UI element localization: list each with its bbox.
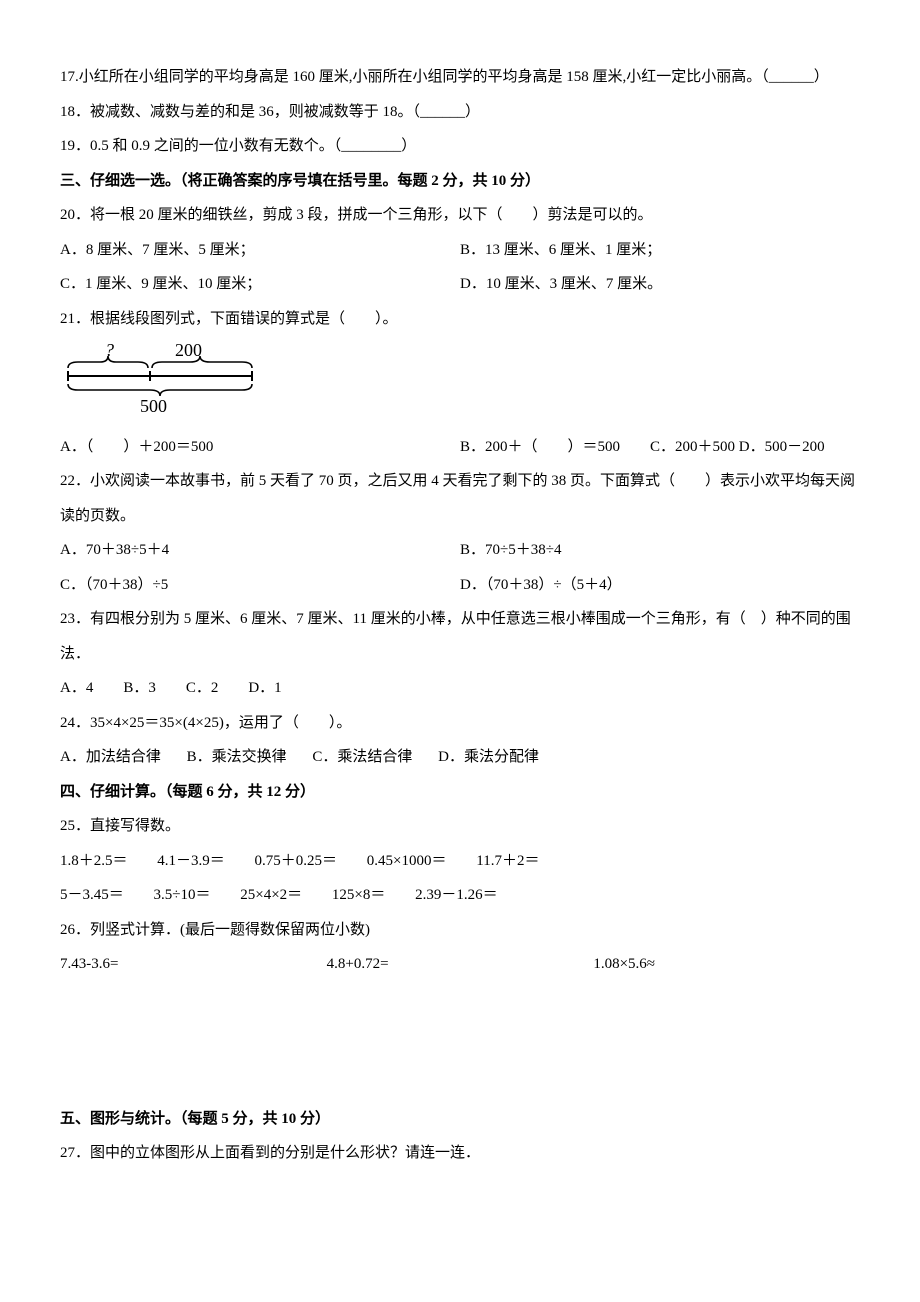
diagram-label-200: 200 bbox=[175, 342, 202, 360]
q26-b: 4.8+0.72= bbox=[327, 947, 594, 982]
q26-c: 1.08×5.6≈ bbox=[593, 947, 860, 982]
question-22-options: A．70＋38÷5＋4 B．70÷5＋38÷4 C．（70＋38）÷5 D．（7… bbox=[60, 533, 860, 602]
q25-r1-e: 11.7＋2＝ bbox=[476, 844, 539, 879]
section-5-heading: 五、图形与统计。（每题 5 分，共 10 分） bbox=[60, 1102, 860, 1137]
q25-r1-a: 1.8＋2.5＝ bbox=[60, 844, 128, 879]
q20-option-c: C．1 厘米、9 厘米、10 厘米； bbox=[60, 267, 460, 302]
q26-items: 7.43-3.6= 4.8+0.72= 1.08×5.6≈ bbox=[60, 947, 860, 982]
q22-option-b: B．70÷5＋38÷4 bbox=[460, 533, 860, 568]
section-4-heading: 四、仔细计算。（每题 6 分，共 12 分） bbox=[60, 775, 860, 810]
question-24-stem: 24．35×4×25＝35×(4×25)，运用了（ ）。 bbox=[60, 706, 860, 741]
q25-r2-e: 2.39－1.26＝ bbox=[415, 878, 498, 913]
q25-r1-b: 4.1－3.9＝ bbox=[157, 844, 225, 879]
diagram-label-500: 500 bbox=[140, 396, 167, 412]
question-17: 17.小红所在小组同学的平均身高是 160 厘米,小丽所在小组同学的平均身高是 … bbox=[60, 60, 860, 95]
question-27: 27．图中的立体图形从上面看到的分别是什么形状？请连一连． bbox=[60, 1136, 860, 1171]
q26-a: 7.43-3.6= bbox=[60, 947, 327, 982]
q25-r2-b: 3.5÷10＝ bbox=[154, 878, 211, 913]
question-20-stem: 20．将一根 20 厘米的细铁丝，剪成 3 段，拼成一个三角形，以下（ ）剪法是… bbox=[60, 198, 860, 233]
q20-option-d: D．10 厘米、3 厘米、7 厘米。 bbox=[460, 267, 860, 302]
question-26-stem: 26．列竖式计算．(最后一题得数保留两位小数) bbox=[60, 913, 860, 948]
question-24-options: A．加法结合律 B．乘法交换律 C．乘法结合律 D．乘法分配律 bbox=[60, 740, 860, 775]
q21-option-a: A．（ ）＋200＝500 bbox=[60, 430, 460, 465]
question-19: 19．0.5 和 0.9 之间的一位小数有无数个。（________） bbox=[60, 129, 860, 164]
workspace-gap bbox=[60, 982, 860, 1102]
q21-line-diagram: ? 200 500 bbox=[60, 342, 260, 426]
question-21-stem: 21．根据线段图列式，下面错误的算式是（ ）。 bbox=[60, 302, 860, 337]
q22-option-c: C．（70＋38）÷5 bbox=[60, 568, 460, 603]
question-23-stem: 23．有四根分别为 5 厘米、6 厘米、7 厘米、11 厘米的小棒，从中任意选三… bbox=[60, 602, 860, 671]
q22-option-d: D．（70＋38）÷（5＋4） bbox=[460, 568, 860, 603]
q25-row-2: 5－3.45＝ 3.5÷10＝ 25×4×2＝ 125×8＝ 2.39－1.26… bbox=[60, 878, 860, 913]
q24-option-a: A．加法结合律 bbox=[60, 740, 161, 775]
q25-r2-c: 25×4×2＝ bbox=[240, 878, 302, 913]
question-21-options: A．（ ）＋200＝500 B．200＋（ ）＝500 C．200＋500 D．… bbox=[60, 430, 860, 465]
question-20-options: A．8 厘米、7 厘米、5 厘米； B．13 厘米、6 厘米、1 厘米； C．1… bbox=[60, 233, 860, 302]
diagram-label-question: ? bbox=[105, 342, 114, 360]
q21-options-rest: B．200＋（ ）＝500 C．200＋500 D．500－200 bbox=[460, 430, 860, 465]
q24-option-d: D．乘法分配律 bbox=[438, 740, 539, 775]
q20-option-b: B．13 厘米、6 厘米、1 厘米； bbox=[460, 233, 860, 268]
q25-r2-a: 5－3.45＝ bbox=[60, 878, 124, 913]
q25-row-1: 1.8＋2.5＝ 4.1－3.9＝ 0.75＋0.25＝ 0.45×1000＝ … bbox=[60, 844, 860, 879]
q24-option-b: B．乘法交换律 bbox=[187, 740, 287, 775]
question-23-options: A．4 B．3 C．2 D．1 bbox=[60, 671, 860, 706]
q22-option-a: A．70＋38÷5＋4 bbox=[60, 533, 460, 568]
q24-option-c: C．乘法结合律 bbox=[312, 740, 412, 775]
question-18: 18．被减数、减数与差的和是 36，则被减数等于 18。（______） bbox=[60, 95, 860, 130]
q20-option-a: A．8 厘米、7 厘米、5 厘米； bbox=[60, 233, 460, 268]
q25-r1-d: 0.45×1000＝ bbox=[367, 844, 447, 879]
q25-r1-c: 0.75＋0.25＝ bbox=[255, 844, 338, 879]
section-3-heading: 三、仔细选一选。（将正确答案的序号填在括号里。每题 2 分，共 10 分） bbox=[60, 164, 860, 199]
question-25-stem: 25．直接写得数。 bbox=[60, 809, 860, 844]
question-22-stem: 22．小欢阅读一本故事书，前 5 天看了 70 页，之后又用 4 天看完了剩下的… bbox=[60, 464, 860, 533]
q25-r2-d: 125×8＝ bbox=[332, 878, 385, 913]
